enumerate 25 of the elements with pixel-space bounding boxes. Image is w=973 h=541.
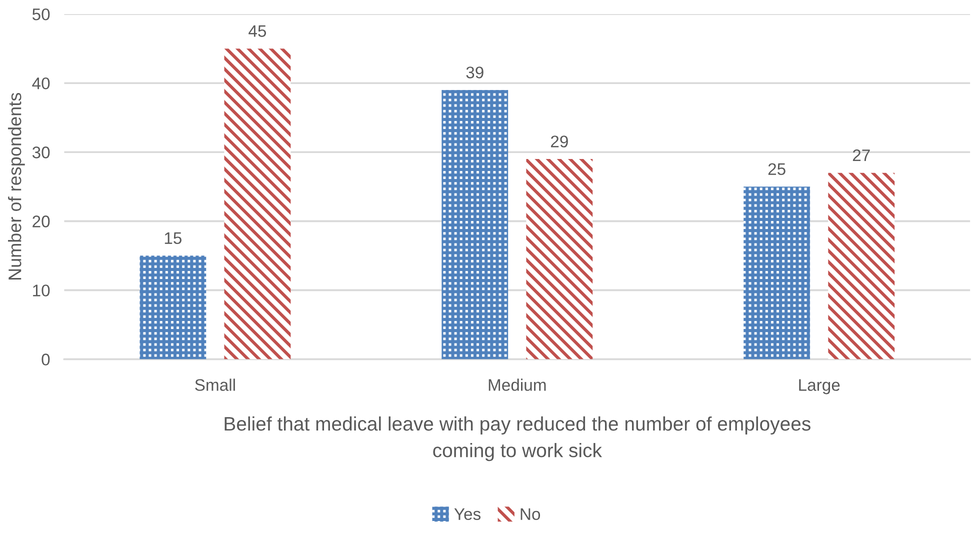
- y-tick-label: 0: [42, 354, 50, 366]
- legend-label: No: [520, 508, 540, 520]
- y-tick-label: 10: [33, 284, 50, 296]
- bar: [140, 256, 206, 360]
- x-tick-label: Medium: [488, 378, 546, 391]
- x-axis-title: Belief that medical leave with pay reduced the number of employees coming to work sick: [224, 416, 810, 462]
- y-tick-label: 50: [32, 8, 50, 20]
- bar: [442, 90, 508, 360]
- legend-label: Yes: [454, 508, 481, 520]
- y-tick-label: 40: [32, 78, 50, 90]
- y-axis-title: Number of respondents: [8, 92, 25, 280]
- data-label: 15: [164, 232, 182, 244]
- y-tick-label: 20: [32, 216, 50, 228]
- data-label: 27: [852, 149, 870, 162]
- bar: [526, 159, 593, 360]
- x-tick-label: Large: [799, 379, 840, 394]
- data-label: 25: [768, 163, 786, 176]
- bar: [828, 172, 895, 360]
- data-label: 29: [550, 136, 568, 148]
- data-label: 45: [248, 25, 266, 37]
- bar: [224, 48, 291, 360]
- data-label: 39: [466, 66, 484, 78]
- x-tick-label: Small: [195, 378, 235, 391]
- bar: [744, 186, 810, 360]
- y-tick-label: 30: [32, 146, 50, 158]
